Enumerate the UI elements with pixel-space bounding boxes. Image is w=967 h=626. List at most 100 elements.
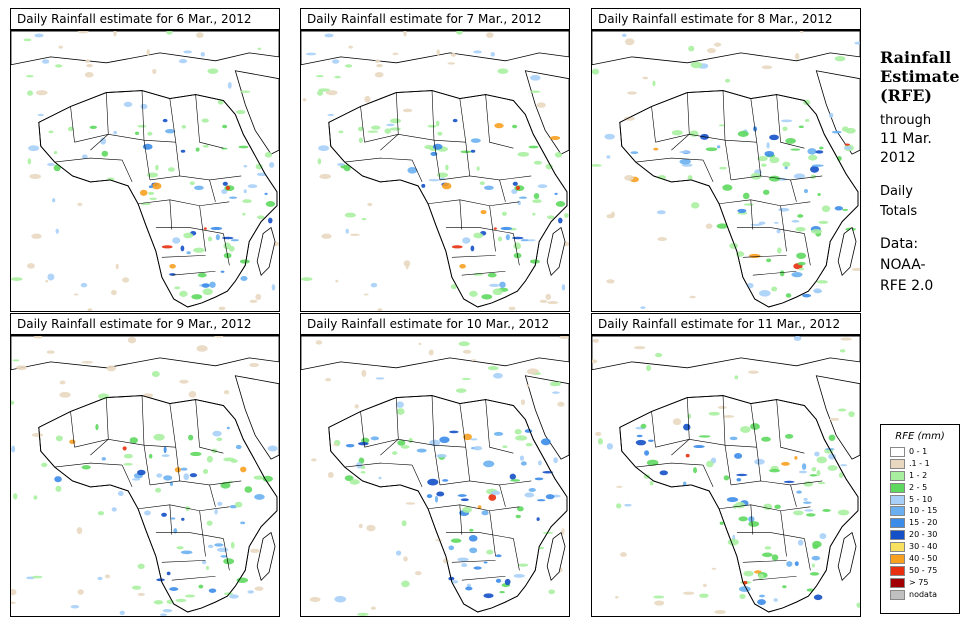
rain-cell [702, 583, 707, 588]
rain-cell [338, 130, 344, 134]
rain-cell [172, 237, 181, 244]
title-line-3: (RFE) [880, 86, 932, 105]
rain-cell [170, 517, 176, 520]
rain-cell [216, 547, 229, 553]
rain-cell [206, 520, 213, 526]
rain-cell [842, 208, 849, 211]
country-border [719, 199, 811, 207]
rain-cell [218, 306, 226, 311]
rain-cell [761, 163, 767, 167]
rain-cell [137, 469, 146, 476]
rain-cell [456, 31, 463, 35]
rain-cell [481, 510, 489, 516]
country-border [439, 480, 532, 486]
rain-cell [512, 236, 524, 240]
rain-cell [469, 528, 474, 532]
rain-cell [41, 462, 48, 468]
rain-cell [207, 236, 213, 242]
rain-cell [234, 501, 243, 508]
rain-cell [839, 349, 846, 353]
country-border [169, 199, 173, 230]
country-border [651, 411, 656, 448]
rain-cell [113, 130, 118, 135]
rain-cell [163, 475, 173, 481]
rain-cell [97, 576, 103, 581]
country-border [74, 133, 176, 143]
rain-cell [169, 587, 179, 591]
rain-cell [214, 336, 224, 338]
rain-cell [392, 52, 399, 56]
title-line-2: Estimate [880, 67, 960, 86]
rain-cell [616, 485, 623, 488]
rain-cell [435, 539, 443, 542]
rain-cell [238, 145, 249, 149]
rain-cell [223, 592, 234, 596]
rain-cell [640, 423, 647, 429]
map-frame [591, 335, 861, 617]
rain-cell [797, 539, 804, 546]
rain-cell [364, 95, 371, 103]
rain-cell [848, 411, 855, 418]
rain-cell [155, 487, 162, 493]
arabia-landmass [524, 375, 569, 460]
rain-cell [524, 429, 533, 433]
country-border [655, 133, 757, 143]
rain-cell [207, 544, 214, 549]
country-border [199, 205, 206, 252]
rain-cell [828, 453, 837, 460]
rain-cell [395, 550, 402, 556]
rain-cell [623, 116, 635, 121]
legend-item: 30 - 40 [881, 541, 959, 553]
rain-cell [161, 245, 173, 249]
rain-cell [401, 520, 407, 527]
country-border [431, 395, 435, 446]
rain-cell [554, 152, 563, 158]
rain-cell [769, 134, 779, 141]
rain-cell [816, 280, 829, 284]
rain-cell [743, 570, 754, 577]
rain-cell [545, 163, 553, 170]
rain-cell [55, 435, 63, 442]
map-panel: Daily Rainfall estimate for 9 Mar., 2012 [10, 313, 280, 617]
rain-cell [803, 497, 808, 502]
rain-cell [376, 63, 383, 68]
country-border [485, 399, 514, 454]
rain-cell [782, 126, 788, 132]
rain-cell [790, 148, 801, 151]
rain-cell [481, 294, 493, 300]
rain-cell [253, 475, 264, 480]
rain-cell [70, 604, 80, 609]
rain-cell [327, 113, 335, 117]
rain-cell [811, 164, 824, 167]
rain-cell [636, 434, 643, 438]
rain-cell [530, 74, 541, 81]
rain-cell [317, 158, 322, 165]
rain-cell [776, 229, 781, 234]
rain-cell [592, 338, 599, 343]
legend-label: 0 - 1 [909, 446, 928, 456]
legend-swatch [890, 565, 905, 576]
rain-cell [794, 52, 800, 60]
rain-cell [161, 512, 167, 517]
country-border [790, 179, 797, 202]
rain-cell [504, 578, 511, 586]
rain-cell [815, 150, 824, 154]
rain-cell [309, 596, 321, 602]
rain-cell [736, 477, 742, 482]
country-border [724, 140, 732, 180]
country-border [635, 157, 704, 163]
rain-cell [486, 32, 494, 38]
rain-cell [178, 58, 188, 64]
country-border [70, 411, 75, 448]
rain-cell [165, 129, 176, 134]
coastline [328, 90, 568, 308]
rain-cell [798, 267, 805, 271]
rain-cell [226, 426, 230, 430]
rain-cell [754, 458, 765, 465]
rain-cell [228, 196, 238, 199]
rain-cell [149, 197, 158, 200]
rain-cell [518, 563, 529, 567]
rain-cell [734, 452, 743, 459]
legend-item: 20 - 30 [881, 529, 959, 541]
rainfall-map [11, 336, 279, 616]
